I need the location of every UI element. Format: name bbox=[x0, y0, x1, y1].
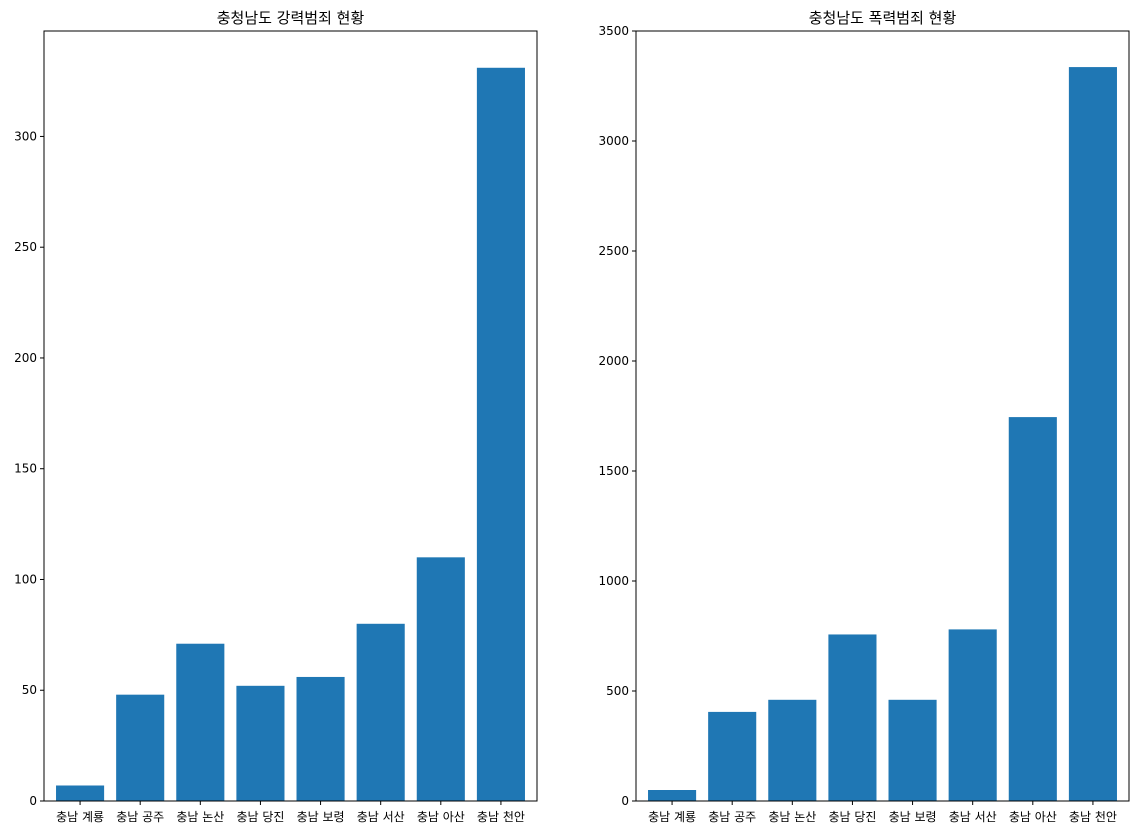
y-tick-label: 1000 bbox=[598, 574, 629, 588]
x-tick-label: 충남 논산 bbox=[176, 810, 224, 824]
bar-gyeryong bbox=[648, 790, 697, 801]
x-tick-label: 충남 천안 bbox=[1069, 809, 1117, 824]
bar-asan bbox=[1008, 417, 1057, 801]
y-tick-label: 100 bbox=[14, 572, 37, 586]
bar-nonsan bbox=[176, 643, 225, 801]
chart-title: 충청남도 강력범죄 현황 bbox=[217, 9, 365, 27]
x-tick-label: 충남 보령 bbox=[297, 810, 345, 824]
plot-frame bbox=[43, 30, 538, 802]
y-tick-label: 3000 bbox=[598, 134, 629, 148]
bar-cheonan bbox=[1068, 67, 1117, 801]
bar-seosan bbox=[356, 623, 405, 801]
chart-title: 충청남도 폭력범죄 현황 bbox=[809, 9, 957, 27]
bar-seosan bbox=[948, 629, 997, 801]
y-tick-label: 2000 bbox=[598, 354, 629, 368]
y-tick-label: 200 bbox=[14, 351, 37, 365]
bar-dangjin bbox=[828, 634, 877, 801]
bar-gongju bbox=[708, 711, 757, 801]
y-tick-label: 1500 bbox=[598, 464, 629, 478]
bar-gyeryong bbox=[56, 785, 105, 801]
x-tick-label: 충남 계룡 bbox=[56, 810, 104, 824]
y-tick-label: 0 bbox=[621, 794, 629, 808]
y-tick-label: 250 bbox=[14, 240, 37, 254]
bar-boryeong bbox=[296, 676, 345, 801]
bar-boryeong bbox=[888, 699, 937, 801]
y-tick-label: 50 bbox=[22, 683, 37, 697]
x-tick-label: 충남 서산 bbox=[949, 810, 997, 824]
x-tick-label: 충남 공주 bbox=[708, 810, 756, 824]
x-tick-label: 충남 공주 bbox=[116, 810, 164, 824]
y-tick-label: 0 bbox=[29, 794, 37, 808]
bar-nonsan bbox=[768, 699, 817, 801]
x-tick-label: 충남 계룡 bbox=[648, 810, 696, 824]
plot-frame bbox=[635, 30, 1130, 802]
y-tick-label: 150 bbox=[14, 462, 37, 476]
y-tick-label: 3500 bbox=[598, 24, 629, 38]
y-tick-label: 500 bbox=[606, 684, 629, 698]
y-tick-label: 300 bbox=[14, 129, 37, 143]
x-tick-label: 충남 보령 bbox=[889, 810, 937, 824]
bar-dangjin bbox=[236, 685, 285, 801]
x-tick-label: 충남 당진 bbox=[236, 810, 284, 824]
bar-gongju bbox=[116, 694, 165, 801]
x-tick-label: 충남 천안 bbox=[477, 809, 525, 824]
y-tick-label: 2500 bbox=[598, 244, 629, 258]
bar-asan bbox=[416, 557, 465, 801]
x-tick-label: 충남 서산 bbox=[357, 810, 405, 824]
x-tick-label: 충남 아산 bbox=[1009, 810, 1057, 824]
bar-cheonan bbox=[476, 67, 525, 801]
x-tick-label: 충남 아산 bbox=[417, 810, 465, 824]
x-tick-label: 충남 당진 bbox=[828, 810, 876, 824]
x-tick-label: 충남 논산 bbox=[768, 810, 816, 824]
